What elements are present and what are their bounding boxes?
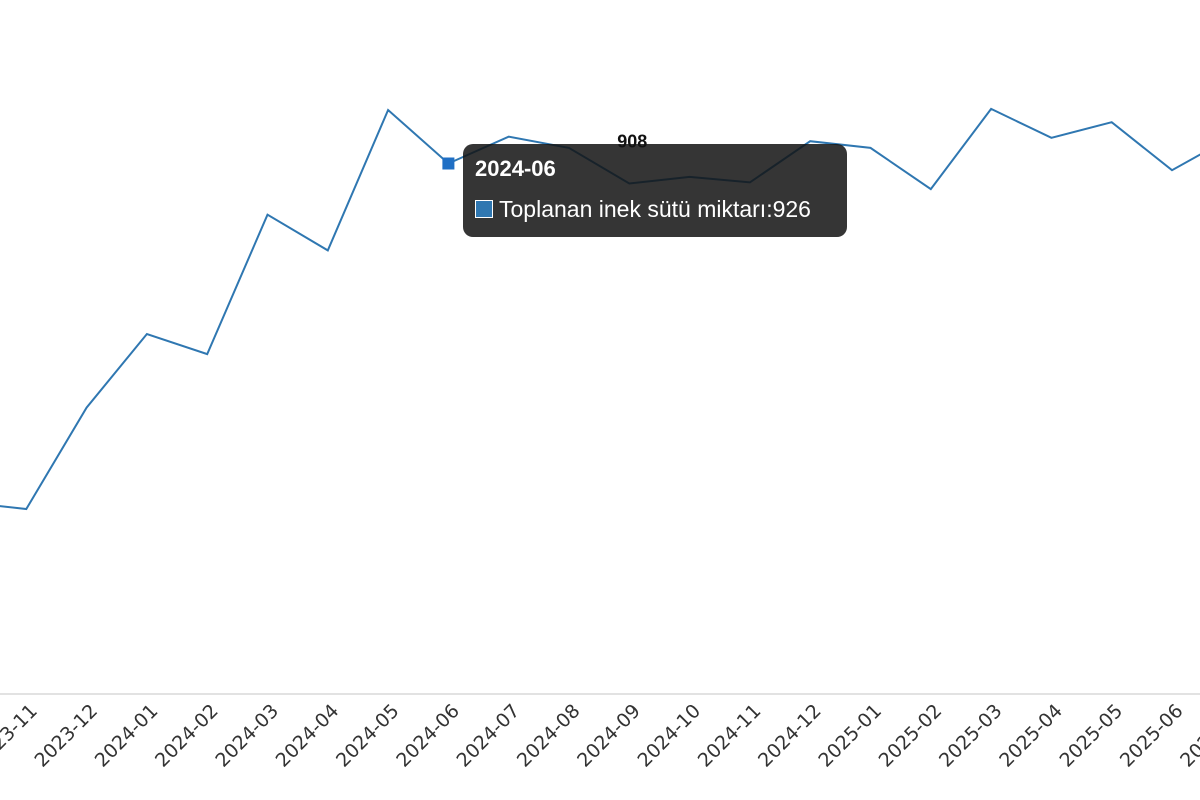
x-tick-label: 2024-10 <box>633 700 705 772</box>
x-axis-tick-labels: 2023-102023-112023-122024-012024-022024-… <box>0 700 1200 772</box>
x-tick-label: 2025-05 <box>1056 700 1128 772</box>
active-data-point[interactable] <box>442 157 455 170</box>
tooltip-series-label: Toplanan inek sütü miktarı <box>499 196 767 222</box>
data-point[interactable] <box>1046 133 1056 143</box>
x-tick-label: 2024-08 <box>513 700 585 772</box>
x-tick-label: 2024-03 <box>211 700 283 772</box>
data-point[interactable] <box>1107 117 1117 127</box>
data-point[interactable] <box>866 143 876 153</box>
tooltip-row: Toplanan inek sütü miktarı: 926 <box>475 196 835 222</box>
x-tick-label: 2024-05 <box>332 700 404 772</box>
x-tick-label: 2024-04 <box>272 700 344 772</box>
x-tick-label: 2024-12 <box>754 700 826 772</box>
x-tick-label: 2025-03 <box>935 700 1007 772</box>
data-point[interactable] <box>202 349 212 359</box>
x-tick-label: 2025-02 <box>875 700 947 772</box>
data-point[interactable] <box>323 245 333 255</box>
data-point[interactable] <box>82 403 92 413</box>
series-points <box>21 104 1177 514</box>
data-point[interactable] <box>263 210 273 220</box>
x-tick-label: 2025-01 <box>814 700 886 772</box>
chart-tooltip: 2024-06 Toplanan inek sütü miktarı: 926 <box>463 144 847 237</box>
data-point[interactable] <box>383 105 393 115</box>
x-tick-label: 2024-07 <box>453 700 525 772</box>
tooltip-value: 926 <box>772 196 811 222</box>
data-point[interactable] <box>21 504 31 514</box>
x-tick-label: 2024-06 <box>392 700 464 772</box>
x-tick-label: 2025-06 <box>1116 700 1188 772</box>
data-point[interactable] <box>142 329 152 339</box>
tooltip-title: 2024-06 <box>475 156 556 181</box>
x-tick-label: 2024-02 <box>151 700 223 772</box>
data-point[interactable] <box>1167 165 1177 175</box>
x-tick-label: 2023-12 <box>30 700 102 772</box>
data-point[interactable] <box>986 104 996 114</box>
x-tick-label: 2024-11 <box>694 700 766 772</box>
series-color-swatch <box>475 200 493 218</box>
x-tick-label: 2024-01 <box>91 700 163 772</box>
data-point[interactable] <box>504 132 514 142</box>
tooltip-separator: : <box>766 196 773 222</box>
x-tick-label: 2025-04 <box>995 700 1067 772</box>
data-point[interactable] <box>926 184 936 194</box>
x-tick-label: 2024-09 <box>573 700 645 772</box>
